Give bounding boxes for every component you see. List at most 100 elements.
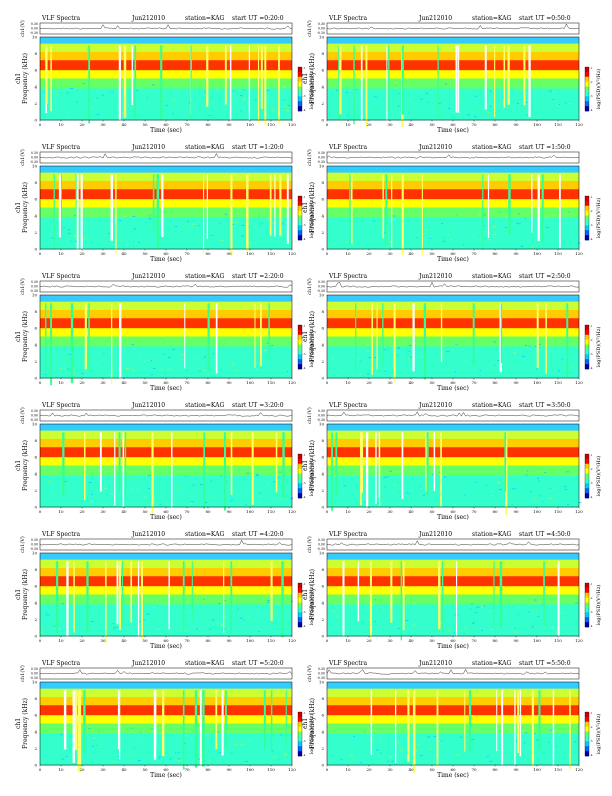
heatmap-speckle	[113, 628, 115, 630]
heatmap-sferic	[545, 303, 547, 374]
time-tick-label: 20	[79, 638, 85, 643]
heatmap-speckle	[396, 354, 399, 356]
voltage-tick-label: 0.00	[318, 543, 325, 547]
time-tick-label: 60	[450, 380, 456, 385]
heatmap-speckle	[225, 480, 228, 482]
time-tick-label: 20	[366, 251, 372, 256]
time-tick-label: 120	[288, 767, 296, 772]
heatmap-speckle	[561, 612, 564, 614]
heatmap-speckle	[390, 242, 392, 243]
colorbar-tick-label: -1	[590, 67, 593, 70]
heatmap-speckle	[405, 620, 409, 621]
heatmap-band	[327, 346, 579, 367]
heatmap-speckle	[173, 100, 176, 102]
colorbar-swatch	[298, 597, 302, 603]
heatmap-sferic	[154, 690, 157, 749]
time-tick-label: 30	[387, 509, 393, 514]
spectrogram-panel: VLF Spectra Jun212010 station=KAG start UT …	[15, 402, 315, 521]
time-tick-label: 10	[58, 767, 64, 772]
heatmap	[327, 553, 579, 641]
heatmap-speckle	[175, 225, 178, 227]
colorbar-swatch	[585, 205, 589, 211]
heatmap-speckle	[66, 483, 70, 485]
time-tick-label: 110	[554, 509, 562, 514]
colorbar-swatch	[585, 339, 589, 345]
panel-title: VLF Spectra	[41, 273, 81, 280]
heatmap-band	[40, 365, 292, 379]
heatmap-speckle	[184, 476, 187, 478]
time-tick-label: 10	[58, 509, 64, 514]
heatmap-speckle	[340, 759, 343, 761]
heatmap-speckle	[266, 483, 269, 485]
colorbar-swatch	[298, 458, 302, 465]
heatmap-sferic	[331, 432, 333, 512]
heatmap-speckle	[446, 351, 450, 352]
voltage-axes	[39, 538, 293, 551]
panel-start-time: start UT =4:50:0	[519, 531, 571, 538]
heatmap-sferic	[116, 561, 119, 625]
heatmap-speckle	[62, 368, 66, 370]
heatmap-sferic	[161, 174, 164, 238]
heatmap-band	[40, 447, 292, 458]
heatmap-speckle	[152, 84, 155, 86]
heatmap-speckle	[158, 341, 162, 343]
heatmap-speckle	[428, 748, 432, 750]
heatmap-band	[40, 559, 292, 569]
colorbar-frame	[297, 66, 303, 112]
heatmap-speckle	[247, 226, 250, 228]
panel-station: station=KAG	[185, 144, 224, 151]
colorbar-swatch	[298, 463, 302, 469]
heatmap-speckle	[59, 367, 62, 369]
heatmap-speckle	[393, 212, 396, 214]
heatmap-band	[40, 576, 292, 587]
heatmap-speckle	[516, 222, 519, 224]
heatmap-speckle	[563, 619, 566, 621]
heatmap-speckle	[514, 628, 516, 630]
heatmap-speckle	[138, 738, 140, 740]
time-tick-label: 80	[205, 122, 211, 127]
colorbar-tick-label: -3	[590, 353, 593, 356]
panel-title: VLF Spectra	[41, 531, 81, 538]
heatmap-speckle	[462, 244, 465, 246]
heatmap-sferic	[523, 45, 526, 106]
heatmap-speckle	[417, 744, 420, 746]
heatmap-speckle	[492, 341, 496, 343]
heatmap-sferic	[339, 45, 342, 115]
heatmap-speckle	[463, 633, 465, 634]
heatmap-sferic	[375, 432, 377, 504]
heatmap-speckle	[459, 736, 463, 738]
heatmap-speckle	[549, 487, 552, 489]
time-tick-label: 80	[492, 509, 498, 514]
heatmap-speckle	[390, 117, 393, 119]
heatmap-speckle	[343, 485, 347, 487]
heatmap-sferic	[70, 303, 74, 384]
heatmap-speckle	[108, 233, 111, 234]
heatmap-speckle	[205, 501, 208, 503]
heatmap-sferic	[75, 174, 77, 240]
heatmap-speckle	[130, 488, 134, 490]
heatmap-speckle	[359, 373, 363, 375]
colorbar-frame	[297, 453, 303, 499]
frequency-tick-label: 4	[34, 729, 37, 734]
heatmap-speckle	[528, 611, 530, 613]
heatmap-band	[327, 494, 579, 508]
time-axis-label: Time (sec)	[150, 127, 182, 134]
colorbar-swatch	[585, 230, 589, 236]
heatmap-sferic	[390, 561, 393, 623]
heatmap-sferic	[401, 432, 404, 499]
heatmap-band	[40, 733, 292, 754]
panel-title: VLF Spectra	[328, 660, 368, 667]
colorbar-tick-label: -4	[590, 496, 593, 499]
panel-start-time: start UT =2:20:0	[232, 273, 284, 280]
heatmap-sferic	[552, 690, 555, 767]
time-tick-label: 30	[100, 122, 106, 127]
heatmap-speckle	[392, 483, 396, 485]
colorbar-swatch	[298, 329, 302, 336]
colorbar-tick-label: -1	[303, 583, 306, 586]
heatmap-speckle	[61, 603, 65, 605]
heatmap-speckle	[490, 495, 493, 496]
frequency-axis-label: Frequency (kHz)	[309, 698, 316, 749]
heatmap-band	[40, 70, 292, 79]
heatmap-speckle	[515, 740, 518, 742]
time-tick-label: 70	[184, 380, 190, 385]
